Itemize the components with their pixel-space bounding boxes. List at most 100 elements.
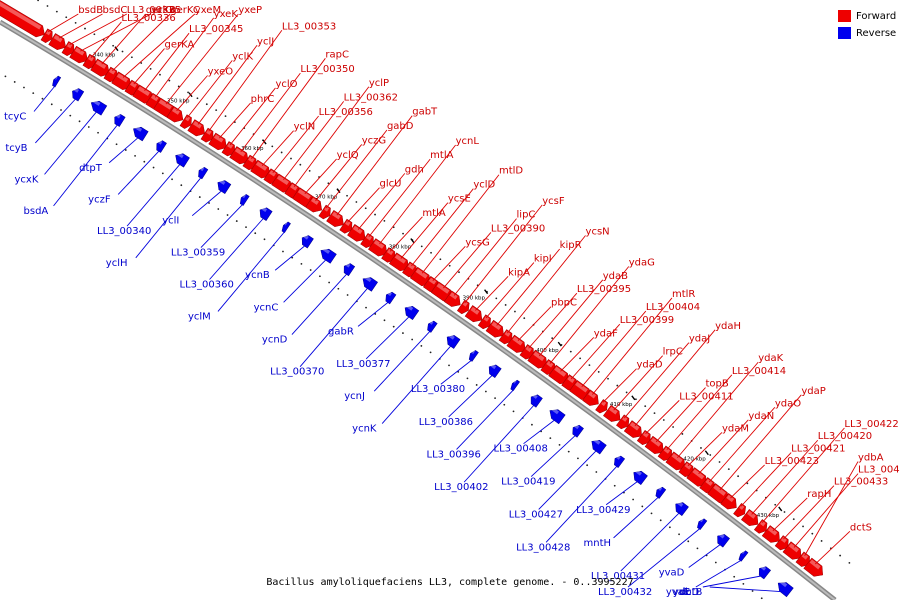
forward-gene-label-57[interactable]: topB xyxy=(655,379,729,443)
forward-gene-label-45[interactable]: LL3_00395 xyxy=(528,284,632,349)
reverse-gene-label-31[interactable]: LL3_00432 xyxy=(598,527,702,598)
reverse-gene-label-21[interactable]: LL3_00386 xyxy=(419,373,494,428)
forward-gene-label-41[interactable]: kipI xyxy=(485,254,552,319)
forward-gene-label-6[interactable]: gerKC xyxy=(112,5,200,72)
forward-gene-label-70[interactable]: LL3_00426 xyxy=(793,465,900,548)
forward-gene-label-58[interactable]: LL3_00414 xyxy=(666,366,786,451)
forward-gene-label-13[interactable]: yclK xyxy=(186,51,253,118)
forward-gene-label-54[interactable]: ydaJ xyxy=(623,334,710,419)
reverse-gene-label-30[interactable]: LL3_00431 xyxy=(591,511,681,582)
forward-gene-label-51[interactable]: mtlR xyxy=(592,289,695,395)
reverse-gene-label-0[interactable]: tcyC xyxy=(4,84,57,123)
forward-gene-label-20[interactable]: yclN xyxy=(261,122,315,167)
reverse-gene-label-23[interactable]: LL3_00402 xyxy=(434,403,536,493)
forward-gene-label-27[interactable]: gabT xyxy=(336,107,438,216)
reverse-gene-label-11[interactable]: yclM xyxy=(188,230,286,323)
forward-gene-label-71[interactable]: ydbA xyxy=(804,453,884,556)
reverse-gene-label-4[interactable]: dtpT xyxy=(79,136,140,174)
reverse-gene-label-8[interactable]: yclI xyxy=(162,189,224,227)
forward-gene-label-60[interactable]: ydaM xyxy=(687,423,749,467)
reverse-gene-label-34[interactable]: ydbD xyxy=(673,575,764,598)
reverse-gene-label-20[interactable]: LL3_00380 xyxy=(411,358,474,395)
forward-gene-label-46[interactable]: ydaB xyxy=(538,271,628,357)
forward-gene-label-32[interactable]: mtlA xyxy=(389,208,446,252)
forward-gene-label-37[interactable]: LL3_00390 xyxy=(443,223,545,289)
reverse-gene-label-15[interactable]: LL3_00370 xyxy=(270,286,370,378)
forward-gene-label-9[interactable]: LL3_00345 xyxy=(144,24,244,91)
reverse-gene-label-6[interactable]: LL3_00340 xyxy=(97,162,182,237)
forward-gene-label-68[interactable]: rapH xyxy=(772,489,832,532)
forward-gene-label-19[interactable]: rapC xyxy=(251,49,349,160)
forward-gene-label-53[interactable]: lrpC xyxy=(613,347,683,411)
reverse-gene-label-33[interactable]: yvaE xyxy=(666,559,743,598)
forward-gene-label-26[interactable]: gabD xyxy=(325,121,414,209)
forward-gene-label-66[interactable]: LL3_00420 xyxy=(751,431,872,515)
forward-gene-label-22[interactable]: LL3_00362 xyxy=(283,92,398,181)
reverse-gene-label-9[interactable]: LL3_00359 xyxy=(171,203,245,259)
reverse-gene-label-26[interactable]: LL3_00427 xyxy=(509,449,598,520)
reverse-gene-label-2[interactable]: ycxK xyxy=(15,110,98,186)
forward-gene-label-0[interactable]: bsdB xyxy=(47,5,103,33)
reverse-gene-label-35[interactable]: dctB xyxy=(680,586,785,598)
forward-gene-label-25[interactable]: yczG xyxy=(315,135,387,202)
forward-gene-label-67[interactable]: LL3_00422 xyxy=(761,419,899,523)
reverse-gene-label-32[interactable]: yvaD xyxy=(659,543,723,579)
reverse-gene-label-17[interactable]: LL3_00377 xyxy=(336,315,411,370)
forward-gene-label-16[interactable]: phrC xyxy=(219,94,274,139)
forward-gene-label-1[interactable]: bsdC xyxy=(58,5,128,39)
forward-gene-label-44[interactable]: pbpC xyxy=(517,298,577,341)
forward-gene-label-12[interactable]: yxeO xyxy=(176,67,234,112)
forward-gene-label-61[interactable]: ydaN xyxy=(698,411,775,475)
forward-gene-label-24[interactable]: yclQ xyxy=(304,150,359,195)
reverse-gene-label-12[interactable]: ycnB xyxy=(245,244,307,282)
forward-gene-label-31[interactable]: ycnL xyxy=(379,136,480,245)
forward-gene-label-35[interactable]: mtlD xyxy=(421,166,523,274)
forward-gene-label-36[interactable]: ycsG xyxy=(432,237,490,281)
reverse-gene-label-25[interactable]: LL3_00419 xyxy=(501,433,578,488)
forward-gene-label-72[interactable]: dctS xyxy=(814,522,872,565)
forward-gene-label-48[interactable]: ydaF xyxy=(560,328,619,372)
forward-gene-label-3[interactable]: yclG xyxy=(80,5,173,52)
forward-gene-label-21[interactable]: LL3_00356 xyxy=(272,107,373,174)
reverse-gene-label-14[interactable]: ycnD xyxy=(262,272,349,346)
forward-gene-label-55[interactable]: ydaH xyxy=(634,321,741,427)
forward-gene-label-52[interactable]: ydaD xyxy=(602,360,663,403)
forward-gene-label-47[interactable]: ydaG xyxy=(549,258,655,364)
reverse-gene-label-16[interactable]: gabR xyxy=(328,300,390,337)
reverse-gene-label-22[interactable]: LL3_00396 xyxy=(427,388,515,461)
forward-gene-label-14[interactable]: yclJ xyxy=(197,36,274,125)
reverse-gene-label-10[interactable]: LL3_00360 xyxy=(180,216,265,291)
reverse-gene-label-28[interactable]: LL3_00429 xyxy=(576,480,640,516)
forward-gene-label-65[interactable]: LL3_00421 xyxy=(740,444,845,507)
forward-gene-label-64[interactable]: LL3_00423 xyxy=(730,456,819,499)
forward-gene-label-17[interactable]: yclO xyxy=(229,79,298,146)
reverse-gene-label-13[interactable]: ycnC xyxy=(254,258,328,314)
reverse-gene-label-1[interactable]: tcyB xyxy=(5,97,77,154)
forward-gene-label-2[interactable]: LL3_00335 xyxy=(69,5,182,46)
forward-gene-label-15[interactable]: LL3_00353 xyxy=(208,21,337,132)
forward-gene-label-34[interactable]: yclD xyxy=(411,180,496,267)
forward-gene-label-42[interactable]: kipR xyxy=(496,240,582,326)
reverse-gene-label-18[interactable]: ycnJ xyxy=(344,329,432,402)
forward-gene-label-7[interactable]: yxeM xyxy=(122,5,221,78)
reverse-gene-label-27[interactable]: LL3_00428 xyxy=(516,464,619,553)
forward-gene-label-43[interactable]: ycsN xyxy=(506,226,610,334)
forward-gene-label-30[interactable]: mtlA xyxy=(368,150,454,238)
forward-gene-label-39[interactable]: ycsF xyxy=(464,196,565,304)
forward-gene-label-38[interactable]: lipC xyxy=(453,210,535,296)
forward-gene-label-10[interactable]: yxeK xyxy=(154,9,238,98)
forward-gene-label-29[interactable]: gdh xyxy=(357,164,424,230)
reverse-gene-label-3[interactable]: bsdA xyxy=(24,123,119,217)
reverse-gene-label-19[interactable]: ycnK xyxy=(352,344,453,435)
forward-gene-label-4[interactable]: LL3_00336 xyxy=(90,13,176,58)
forward-gene-label-11[interactable]: yxeP xyxy=(165,5,262,105)
forward-gene-label-50[interactable]: LL3_00404 xyxy=(581,302,700,388)
forward-gene-label-28[interactable]: glcU xyxy=(347,179,402,223)
reverse-gene-label-24[interactable]: LL3_00408 xyxy=(494,418,557,455)
forward-gene-label-23[interactable]: yclP xyxy=(293,78,389,188)
forward-gene-label-69[interactable]: LL3_00433 xyxy=(783,477,888,540)
reverse-gene-label-5[interactable]: yczF xyxy=(88,149,161,206)
forward-gene-label-33[interactable]: ycsE xyxy=(400,194,471,259)
forward-gene-label-62[interactable]: ydaO xyxy=(708,398,801,483)
forward-gene-label-40[interactable]: kipA xyxy=(475,267,530,311)
